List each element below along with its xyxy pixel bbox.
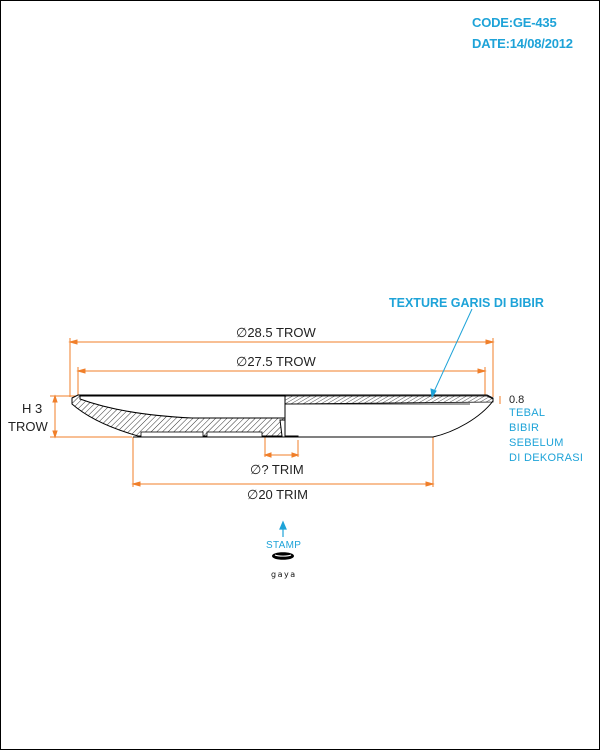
rim-note-line: BIBIR bbox=[509, 422, 539, 434]
texture-leader bbox=[430, 308, 473, 399]
outer-diameter-label: ∅28.5 TROW bbox=[236, 325, 316, 340]
texture-label: TEXTURE GARIS DI BIBIR bbox=[389, 296, 544, 310]
rim-note: TEBAL BIBIR SEBELUM DI DEKORASI bbox=[509, 407, 583, 464]
dimension-lines bbox=[50, 338, 501, 487]
stamp-label: STAMP bbox=[266, 540, 301, 551]
rim-thickness-label: 0.8 bbox=[509, 394, 524, 406]
stamp-arrow bbox=[279, 520, 287, 537]
rim-note-line: TEBAL bbox=[509, 407, 545, 419]
inner-diameter-label: ∅27.5 TROW bbox=[236, 354, 316, 369]
plate-cross-section bbox=[71, 394, 494, 438]
rim-note-line: DI DEKORASI bbox=[509, 452, 583, 464]
base-trim-label: ∅20 TRIM bbox=[247, 487, 308, 502]
height-unit-label: TROW bbox=[8, 419, 48, 434]
rim-note-line: SEBELUM bbox=[509, 437, 564, 449]
date-label: DATE:14/08/2012 bbox=[472, 36, 573, 51]
height-label: H 3 bbox=[22, 401, 42, 416]
code-label: CODE:GE-435 bbox=[472, 15, 557, 30]
foot-trim-label: ∅? TRIM bbox=[250, 462, 304, 477]
logo-text: gaya bbox=[271, 570, 297, 579]
gaya-logo bbox=[272, 552, 294, 560]
